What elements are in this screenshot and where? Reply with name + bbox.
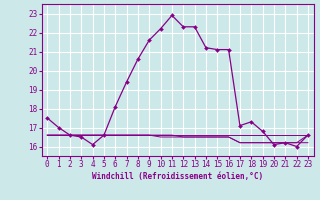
X-axis label: Windchill (Refroidissement éolien,°C): Windchill (Refroidissement éolien,°C) xyxy=(92,172,263,181)
